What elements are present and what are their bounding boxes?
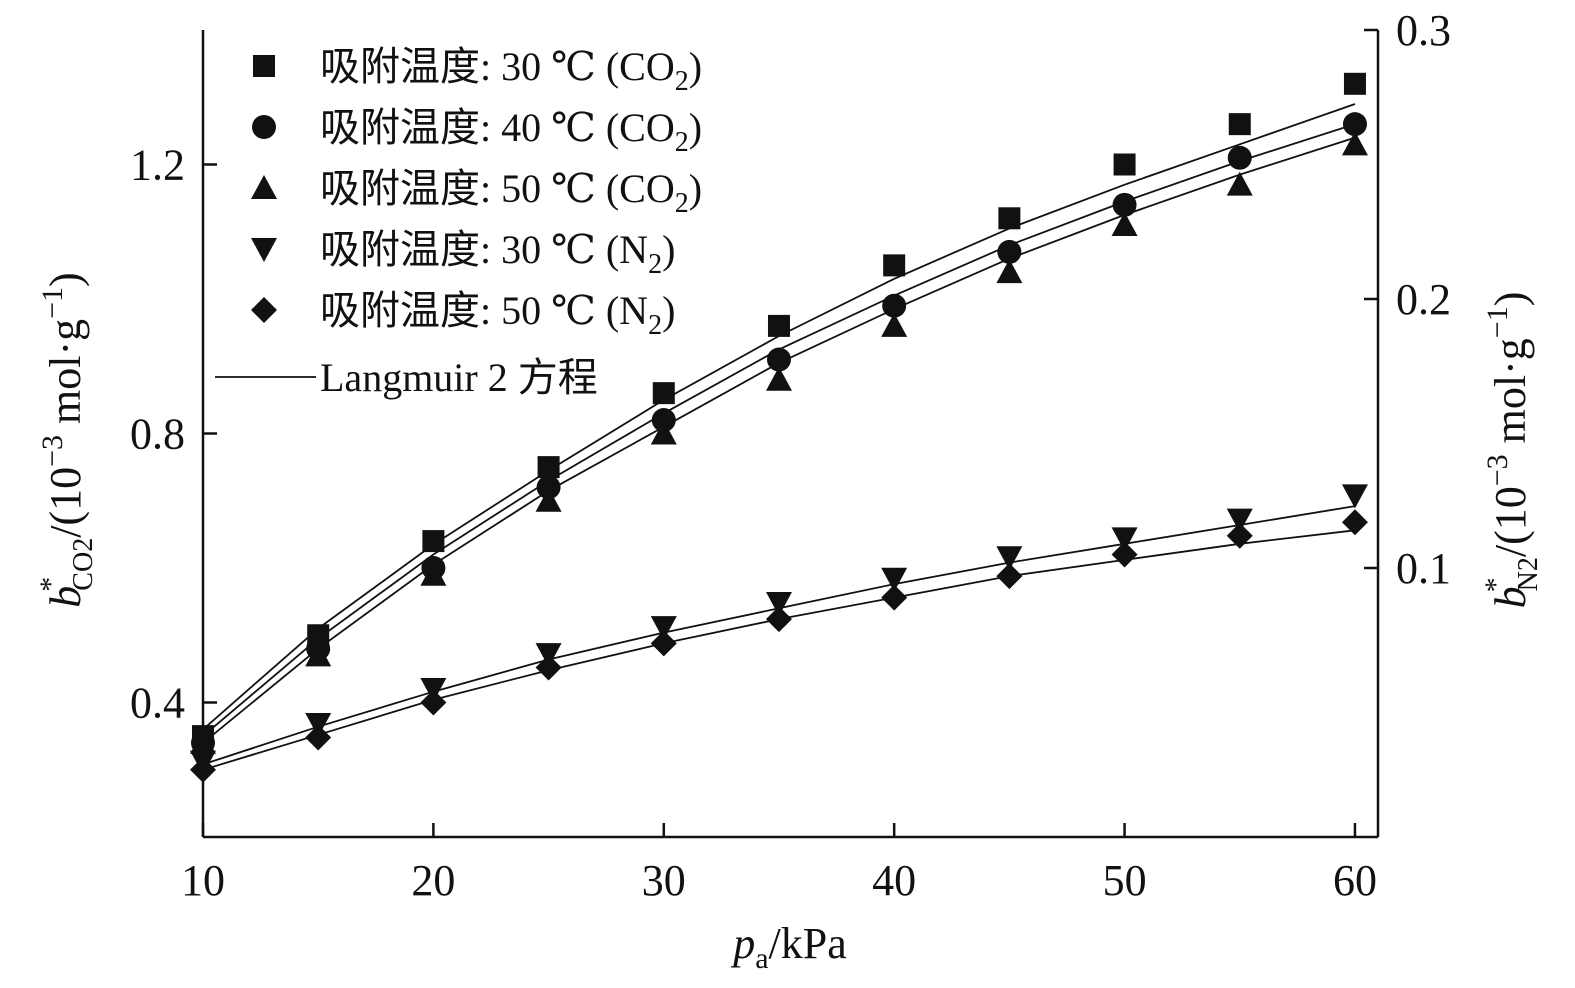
right-y-tick-label: 0.1 <box>1396 544 1451 593</box>
data-point-series-3 <box>1111 212 1138 237</box>
data-point-series-2 <box>882 293 907 318</box>
data-point-series-5 <box>996 563 1023 590</box>
legend-marker-5 <box>251 297 277 323</box>
x-tick-label: 50 <box>1103 856 1147 905</box>
data-point-series-3 <box>765 366 792 391</box>
data-point-series-5 <box>420 689 447 716</box>
right-y-axis-title: b*N2/(10−3 mol·g−1) <box>1479 292 1544 609</box>
data-point-series-3 <box>1341 131 1368 156</box>
legend-fit-label: Langmuir 2 方程 <box>320 355 598 400</box>
x-tick-label: 60 <box>1333 856 1377 905</box>
right-y-tick-label: 0.3 <box>1396 6 1451 55</box>
data-point-series-4 <box>650 616 677 641</box>
data-point-series-5 <box>535 654 562 681</box>
data-point-series-2 <box>1227 145 1252 170</box>
fit-line-series-2 <box>202 123 1356 737</box>
data-point-series-5 <box>190 756 216 783</box>
data-point-series-3 <box>881 312 908 337</box>
left-y-tick-label: 0.4 <box>130 679 185 728</box>
axis-titles: pa/kPa b*CO2/(10−3 mol·g−1) b*N2/(10−3 mol… <box>34 272 1544 975</box>
data-point-series-1 <box>998 207 1021 230</box>
data-point-series-3 <box>305 642 332 667</box>
x-tick-label: 20 <box>411 856 455 905</box>
x-tick-label: 30 <box>642 856 686 905</box>
data-point-series-2 <box>997 239 1022 264</box>
data-point-series-1 <box>1228 113 1251 136</box>
legend: 吸附温度: 30 ℃ (CO2) 吸附温度: 40 ℃ (CO2) 吸附温度: 50… <box>215 44 702 400</box>
data-point-series-3 <box>420 561 447 586</box>
data-point-series-5 <box>881 584 908 611</box>
left-y-tick-label: 0.8 <box>130 410 185 459</box>
data-point-series-1 <box>652 382 675 405</box>
data-point-series-3 <box>1226 171 1253 196</box>
data-point-series-5 <box>1226 522 1253 549</box>
data-point-series-1 <box>767 314 790 337</box>
left-y-axis-title: b*CO2/(10−3 mol·g−1) <box>34 272 99 607</box>
legend-label-5: 吸附温度: 50 ℃ (N2) <box>320 288 675 341</box>
data-point-series-1 <box>1343 72 1366 95</box>
x-tick-label: 40 <box>872 856 916 905</box>
data-markers <box>190 72 1368 783</box>
legend-label-3: 吸附温度: 50 ℃ (CO2) <box>320 166 702 219</box>
data-point-series-3 <box>996 259 1023 284</box>
axis-ticks: 10 20 30 40 50 60 0.4 0.8 1.2 0.1 0.2 0.3 <box>130 6 1451 905</box>
data-point-series-1 <box>883 254 906 277</box>
data-point-series-5 <box>1111 541 1138 568</box>
fit-line-series-5 <box>202 529 1356 771</box>
data-point-series-3 <box>190 729 216 754</box>
x-tick-label: 10 <box>181 856 225 905</box>
data-point-series-4 <box>1226 508 1253 533</box>
data-point-series-3 <box>650 420 677 445</box>
legend-label-2: 吸附温度: 40 ℃ (CO2) <box>320 105 702 158</box>
data-point-series-4 <box>765 591 792 616</box>
data-point-series-4 <box>996 546 1023 571</box>
data-point-series-2 <box>651 408 676 433</box>
data-point-series-3 <box>535 487 562 512</box>
data-point-series-2 <box>536 475 561 500</box>
data-point-series-5 <box>650 630 677 657</box>
legend-label-4: 吸附温度: 30 ℃ (N2) <box>320 227 675 280</box>
data-point-series-2 <box>1342 112 1367 137</box>
data-point-series-2 <box>1112 192 1137 217</box>
data-point-series-5 <box>305 724 332 751</box>
right-y-tick-label: 0.2 <box>1396 275 1451 324</box>
data-point-series-1 <box>1113 153 1136 176</box>
data-point-series-4 <box>1111 527 1138 552</box>
data-point-series-4 <box>881 567 908 592</box>
x-axis-title: pa/kPa <box>730 919 847 975</box>
data-point-series-1 <box>422 530 445 553</box>
legend-label-1: 吸附温度: 30 ℃ (CO2) <box>320 44 702 97</box>
legend-marker-2 <box>252 115 276 139</box>
legend-marker-4 <box>251 238 277 262</box>
legend-marker-1 <box>253 55 275 77</box>
fit-line-series-4 <box>202 505 1356 766</box>
data-point-series-4 <box>1341 484 1368 509</box>
left-y-tick-label: 1.2 <box>130 141 185 190</box>
data-point-series-5 <box>1341 509 1368 536</box>
legend-marker-3 <box>251 175 277 199</box>
data-point-series-1 <box>537 456 560 479</box>
data-point-series-2 <box>766 347 791 372</box>
data-point-series-5 <box>765 606 792 633</box>
